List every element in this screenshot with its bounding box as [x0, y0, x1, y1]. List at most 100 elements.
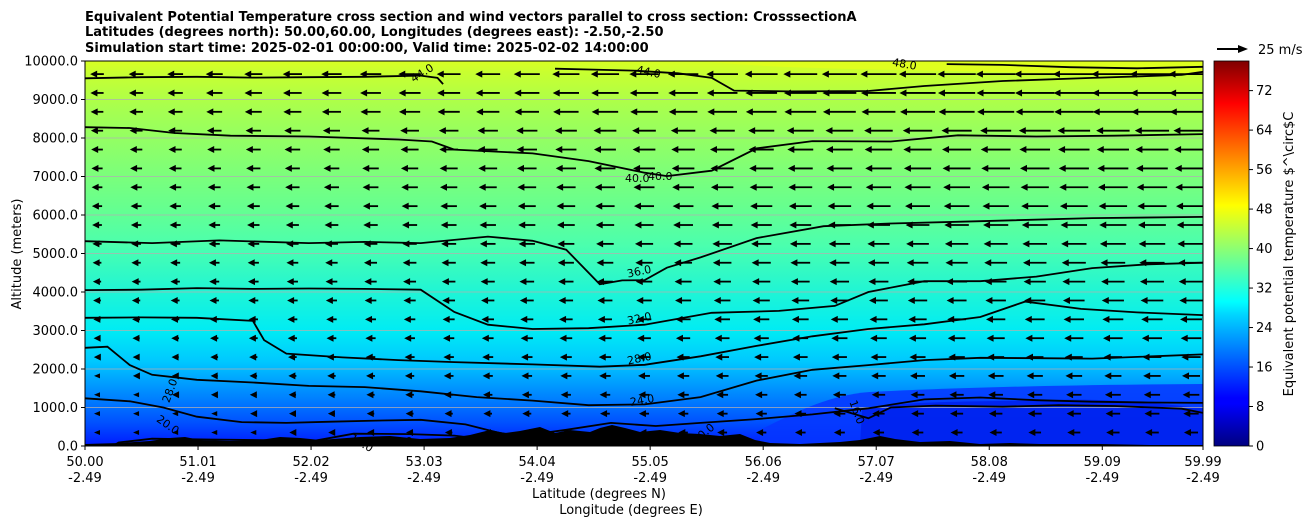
- wind-vector: [676, 372, 684, 380]
- wind-vector: [869, 315, 877, 323]
- wind-vector: [94, 411, 100, 417]
- wind-vector: [91, 202, 99, 210]
- wind-vector: [675, 296, 683, 304]
- wind-vector: [1028, 429, 1036, 437]
- wind-vector: [168, 164, 176, 172]
- wind-vector: [1060, 221, 1068, 229]
- wind-vector: [366, 410, 374, 418]
- wind-vector: [867, 259, 875, 267]
- wind-vector: [1092, 108, 1100, 116]
- wind-vector: [519, 278, 527, 286]
- wind-vector: [1091, 70, 1099, 78]
- wind-vector: [287, 315, 295, 323]
- wind-vector: [170, 259, 178, 267]
- wind-vector: [826, 146, 834, 154]
- contour-label: 40.0: [625, 172, 650, 185]
- quiver-key-arrowhead: [1238, 45, 1248, 53]
- wind-vector: [361, 127, 369, 135]
- wind-vector: [864, 146, 872, 154]
- wind-vector: [365, 334, 373, 342]
- wind-vector: [513, 70, 521, 78]
- wind-vector: [1023, 278, 1031, 286]
- wind-vector: [1025, 334, 1033, 342]
- wind-vector: [898, 70, 906, 78]
- wind-vector: [826, 164, 834, 172]
- wind-vector: [599, 372, 607, 380]
- wind-vector: [713, 278, 721, 286]
- wind-vector: [516, 146, 524, 154]
- wind-vector: [714, 334, 722, 342]
- wind-vector: [910, 372, 918, 380]
- wind-vector: [439, 164, 447, 172]
- wind-vector: [1096, 146, 1104, 154]
- wind-vector: [1178, 278, 1186, 286]
- wind-vector: [591, 108, 599, 116]
- wind-vector: [514, 108, 522, 116]
- wind-vector: [1019, 164, 1027, 172]
- wind-vector: [475, 70, 483, 78]
- wind-vector: [282, 70, 290, 78]
- wind-vector: [1144, 410, 1152, 418]
- wind-vector: [668, 108, 676, 116]
- wind-vector: [906, 240, 914, 248]
- wind-vector: [988, 410, 996, 418]
- chart-title-line-3: Simulation start time: 2025-02-01 00:00:…: [85, 41, 649, 56]
- wind-vector: [478, 164, 486, 172]
- wind-vector: [246, 183, 254, 191]
- wind-vector: [976, 89, 984, 97]
- wind-vector: [288, 391, 296, 399]
- wind-vector: [638, 391, 646, 399]
- wind-vector: [716, 410, 724, 418]
- wind-vector: [132, 372, 140, 380]
- wind-vector: [599, 391, 607, 399]
- wind-vector: [750, 221, 758, 229]
- wind-vector: [172, 391, 180, 399]
- wind-vector: [246, 164, 254, 172]
- wind-vector: [438, 127, 446, 135]
- wind-vector: [1062, 296, 1070, 304]
- wind-vector: [521, 391, 529, 399]
- wind-vector: [755, 410, 763, 418]
- wind-vector: [636, 315, 644, 323]
- wind-vector: [944, 240, 952, 248]
- wind-vector: [597, 296, 605, 304]
- y-tick-label: 0.0: [57, 440, 78, 455]
- wind-vector: [792, 353, 800, 361]
- wind-vector: [1057, 127, 1065, 135]
- wind-vector: [560, 391, 568, 399]
- x-tick-label-lon: -2.49: [181, 471, 215, 486]
- wind-vector: [328, 429, 336, 437]
- x-tick-label-lon: -2.49: [633, 471, 667, 486]
- wind-vector: [745, 108, 753, 116]
- wind-vector: [1062, 278, 1070, 286]
- wind-vector: [750, 202, 758, 210]
- wind-vector: [593, 127, 601, 135]
- wind-vector: [283, 89, 291, 97]
- wind-vector: [403, 296, 411, 304]
- y-tick-label: 4000.0: [33, 286, 79, 301]
- x-tick-label-lon: -2.49: [68, 471, 102, 486]
- quiver-key: 25 m/s: [1217, 43, 1303, 58]
- wind-vector: [555, 146, 563, 154]
- wind-vector: [754, 353, 762, 361]
- wind-vector: [560, 372, 568, 380]
- wind-vector: [556, 202, 564, 210]
- horizontal-gridlines: [85, 99, 1203, 408]
- wind-vector: [1173, 127, 1181, 135]
- wind-vector: [754, 372, 762, 380]
- wind-vector: [867, 240, 875, 248]
- wind-vector: [1063, 315, 1071, 323]
- contour-label: 28.0: [626, 350, 653, 368]
- wind-vector: [289, 429, 297, 437]
- wind-vector: [904, 183, 912, 191]
- wind-vector: [832, 391, 840, 399]
- wind-vector: [864, 127, 872, 135]
- wind-vector: [517, 183, 525, 191]
- wind-vector: [441, 240, 449, 248]
- wind-vector: [478, 183, 486, 191]
- wind-vector: [325, 278, 333, 286]
- wind-vector: [1138, 240, 1146, 248]
- wind-vector: [444, 429, 452, 437]
- wind-vector: [791, 296, 799, 304]
- wind-vector: [250, 410, 258, 418]
